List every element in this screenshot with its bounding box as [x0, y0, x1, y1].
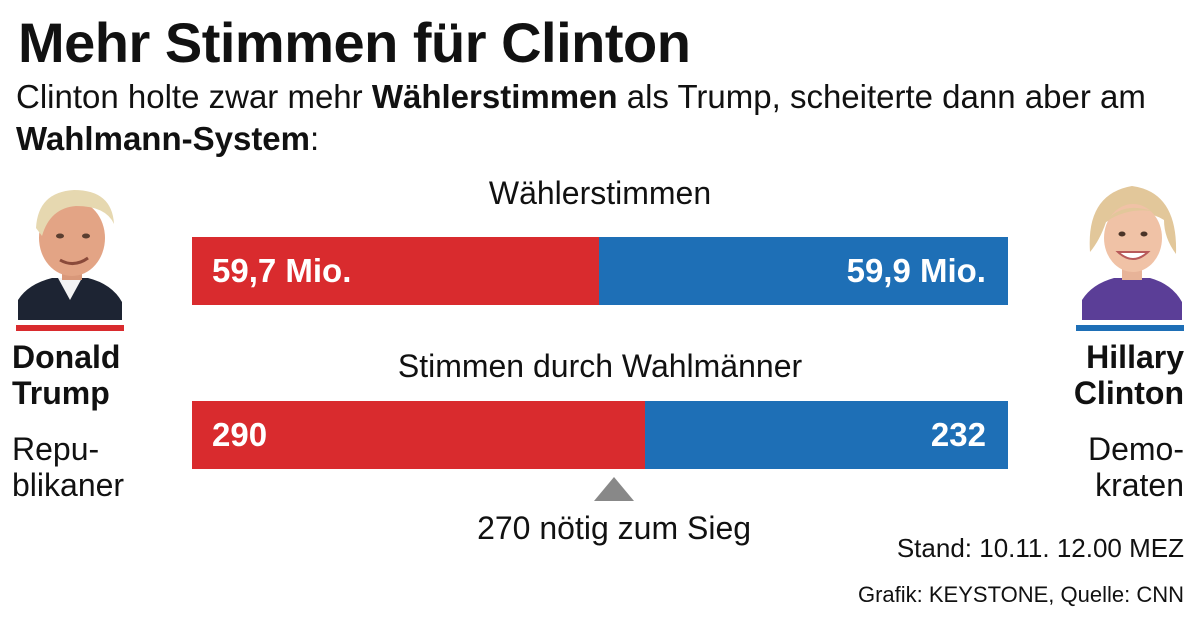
electoral-vote-trump-label: 290 — [212, 416, 268, 453]
trump-portrait — [14, 178, 126, 320]
subtitle-part-4: : — [310, 119, 320, 157]
electoral-vote-clinton-bar: 232 — [645, 401, 1008, 469]
stand-date: Stand: 10.11. 12.00 MEZ — [896, 533, 1184, 563]
republican-color-line — [16, 325, 124, 331]
left-party-line2: blikaner — [12, 466, 125, 503]
popular-vote-trump-label: 59,7 Mio. — [212, 252, 352, 289]
right-candidate-name: Hillary Clinton — [1073, 339, 1184, 412]
threshold-triangle-marker — [594, 477, 635, 501]
left-party-line1: Repu- — [12, 431, 100, 467]
right-candidate-party: Demo- kraten — [1087, 431, 1184, 504]
popular-vote-bar: 59,7 Mio. 59,9 Mio. — [192, 237, 1008, 305]
electoral-vote-clinton-label: 232 — [930, 416, 986, 453]
threshold-label: 270 nötig zum Sieg — [477, 510, 752, 546]
left-name-line2: Trump — [12, 374, 110, 411]
subtitle-part-3: Wahlmann-System — [16, 119, 311, 157]
subtitle-part-2: als Trump, scheiterte dann aber am — [617, 78, 1146, 115]
subtitle-part-1: Wählerstimmen — [371, 78, 618, 115]
page-title: Mehr Stimmen für Clinton — [18, 11, 691, 74]
electoral-vote-bar: 290 232 — [192, 401, 1008, 469]
subtitle: Clinton holte zwar mehr Wählerstimmen al… — [16, 76, 1186, 160]
subtitle-part-0: Clinton holte zwar mehr — [16, 78, 372, 115]
popular-vote-clinton-bar: 59,9 Mio. — [599, 237, 1008, 305]
popular-vote-title: Wählerstimmen — [488, 175, 712, 211]
right-party-line2: kraten — [1095, 466, 1184, 503]
clinton-portrait — [1078, 174, 1186, 320]
source-credit: Grafik: KEYSTONE, Quelle: CNN — [857, 582, 1184, 607]
popular-vote-clinton-label: 59,9 Mio. — [846, 252, 986, 289]
electoral-vote-title: Stimmen durch Wahlmänner — [397, 348, 803, 384]
right-name-line2: Clinton — [1073, 374, 1184, 411]
electoral-vote-trump-bar: 290 — [192, 401, 646, 469]
popular-vote-trump-bar: 59,7 Mio. — [192, 237, 600, 305]
democrat-color-line — [1076, 325, 1184, 331]
left-candidate-party: Repu- blikaner — [12, 431, 125, 504]
right-name-line1: Hillary — [1086, 339, 1184, 375]
left-candidate-name: Donald Trump — [12, 339, 121, 412]
right-party-line1: Demo- — [1087, 431, 1184, 467]
left-name-line1: Donald — [12, 339, 121, 375]
